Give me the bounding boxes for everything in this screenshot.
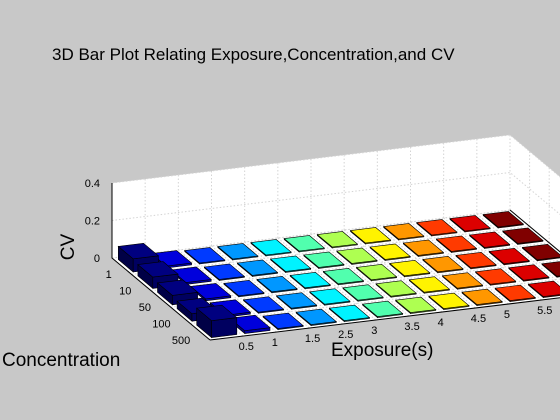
- bar-10-7: [502, 227, 544, 246]
- tick-labels: 0.511.52.533.544.555.56.571105010050000.…: [85, 178, 553, 353]
- bar-50-2.5: [256, 275, 298, 294]
- bar-1-3.5: [283, 235, 326, 253]
- back-wall-right: [510, 135, 560, 252]
- bar-500-4: [394, 296, 437, 315]
- x-tick-label: 0.5: [239, 341, 254, 353]
- chart-title: 3D Bar Plot Relating Exposure,Concentrat…: [52, 45, 455, 64]
- bar-1-5: [382, 223, 425, 241]
- bar-1-7: [482, 211, 525, 229]
- bar-500-0.5: [195, 304, 238, 339]
- bar-1-6.5: [449, 215, 491, 233]
- bar-500-3: [328, 304, 371, 323]
- bar-500-4.5: [428, 292, 470, 311]
- bar-50-4.5: [388, 259, 431, 278]
- bar-10-2.5: [236, 259, 279, 278]
- bar-50-6.5: [488, 247, 531, 266]
- bar-1-5.5: [416, 219, 458, 237]
- bar-50-5: [422, 255, 464, 274]
- bar-50-5.5: [455, 251, 497, 270]
- z-axis-label: CV: [58, 233, 79, 260]
- bar-50-7: [521, 243, 560, 262]
- bar-10-3: [269, 255, 312, 274]
- bar-100-3.5: [342, 284, 384, 302]
- x-tick-label: 2.5: [338, 329, 353, 341]
- bar-50-3: [289, 271, 332, 290]
- x-tick-label: 1: [272, 337, 278, 349]
- x-tick-label: 1.5: [305, 333, 320, 345]
- bar-100-3: [309, 288, 351, 306]
- bar-10-1.5: [203, 263, 246, 282]
- bar-1-4.5: [349, 227, 392, 245]
- z-tick-label: 0.4: [85, 178, 100, 190]
- bar-100-5.5: [474, 268, 517, 286]
- z-tick-label: 0.2: [85, 216, 100, 228]
- bar-10-5: [402, 239, 445, 258]
- y-tick-label: 100: [152, 318, 170, 330]
- bar-50-4: [355, 263, 398, 282]
- x-tick-label: 5: [504, 309, 510, 321]
- bar-1-2.5: [217, 243, 259, 261]
- y-tick-label: 1: [106, 269, 112, 281]
- bar-500-2.5: [295, 308, 338, 327]
- bar-500-6.5: [527, 280, 560, 299]
- bar-500-3.5: [361, 300, 404, 319]
- bar-100-2.5: [275, 292, 318, 310]
- bar-10-4.5: [369, 243, 411, 262]
- x-tick-label: 5.5: [537, 305, 552, 317]
- x-tick-label: 4.5: [471, 313, 486, 325]
- bar-10-5.5: [435, 235, 478, 254]
- bar-100-5: [441, 272, 484, 290]
- x-tick-label: 3: [371, 325, 377, 337]
- bar-10-6.5: [468, 231, 511, 250]
- bar-100-4: [375, 280, 417, 298]
- bar-100-6.5: [508, 264, 550, 282]
- y-tick-label: 500: [172, 335, 190, 347]
- y-tick-label: 50: [139, 302, 151, 314]
- y-tick-label: 10: [119, 286, 131, 298]
- x-tick-label: 4: [438, 317, 444, 329]
- bar-50-3.5: [322, 267, 365, 286]
- bar-100-4.5: [408, 276, 451, 294]
- x-tick-label: 3.5: [404, 321, 419, 333]
- bar-1-1.5: [183, 247, 226, 265]
- bar-50-1.5: [223, 279, 265, 298]
- bar-10-3.5: [303, 251, 345, 270]
- bar-500-5.5: [494, 284, 537, 303]
- x-axis-label: Exposure(s): [331, 340, 433, 361]
- bar-500-1.5: [262, 312, 304, 331]
- bar-1-3: [250, 239, 292, 257]
- bar-100-1.5: [242, 296, 285, 314]
- y-axis-label: Concentration: [2, 350, 120, 371]
- bar-500-5: [461, 288, 503, 307]
- bar-100-7: [541, 261, 560, 278]
- z-tick-label: 0: [94, 253, 100, 265]
- bar-1-4: [316, 231, 359, 249]
- bar-10-4: [336, 247, 378, 266]
- bars: [117, 211, 560, 339]
